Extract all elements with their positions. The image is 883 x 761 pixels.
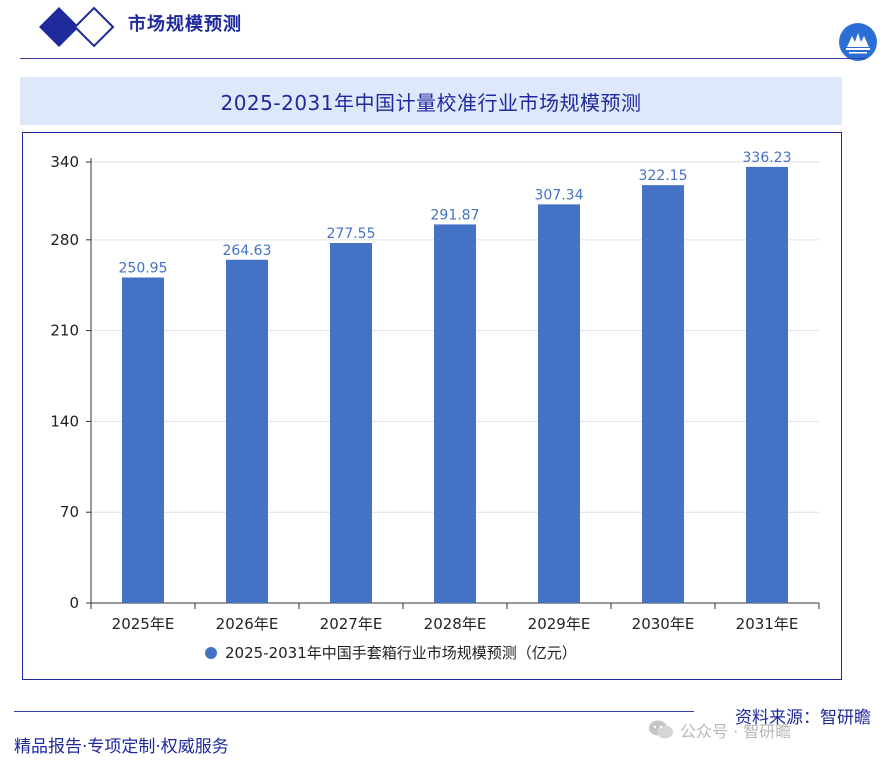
bar xyxy=(746,166,788,604)
x-tick-label: 2027年E xyxy=(320,615,383,633)
bar xyxy=(330,243,372,603)
bar-chart: 0 70 140 210 280 340 250.95 2025年E 264.63 2026年E 2… xyxy=(50,150,820,662)
x-tick-label: 2031年E xyxy=(736,615,799,633)
page-title: 市场规模预测 xyxy=(128,14,242,35)
footer-divider xyxy=(14,711,694,712)
chart-title: 2025-2031年中国计量校准行业市场规模预测 xyxy=(220,90,642,115)
x-tick-label: 2026年E xyxy=(216,615,279,633)
x-tick-label: 2028年E xyxy=(424,615,487,633)
chart-frame: 0 70 140 210 280 340 250.95 2025年E 264.63 2026年E 2… xyxy=(22,132,842,680)
y-tick-label: 210 xyxy=(50,322,79,340)
bar xyxy=(226,259,268,603)
legend-label: 2025-2031年中国手套箱行业市场规模预测（亿元） xyxy=(225,644,577,662)
chart-title-band: 2025-2031年中国计量校准行业市场规模预测 xyxy=(20,77,842,125)
logo-diamonds-icon xyxy=(39,6,115,48)
x-tick-label: 2029年E xyxy=(528,615,591,633)
data-label: 277.55 xyxy=(327,226,376,242)
x-tick-label: 2025年E xyxy=(112,615,175,633)
bar xyxy=(538,204,580,603)
y-tick-label: 340 xyxy=(50,153,79,171)
source-note: 资料来源：智研瞻 xyxy=(735,708,871,728)
bar xyxy=(434,224,476,604)
data-label: 250.95 xyxy=(119,261,168,277)
header-divider xyxy=(20,58,866,59)
data-label: 264.63 xyxy=(223,243,272,259)
data-label: 291.87 xyxy=(431,207,480,223)
y-tick-label: 280 xyxy=(50,231,79,249)
wechat-watermark-text: 公众号 · 智研瞻 xyxy=(680,722,792,741)
x-tick-label: 2030年E xyxy=(632,615,695,633)
wechat-icon xyxy=(649,720,673,739)
brand-logo-icon xyxy=(839,23,877,61)
y-tick-label: 0 xyxy=(69,594,79,612)
data-label: 336.23 xyxy=(743,150,792,166)
y-tick-label: 70 xyxy=(60,503,79,521)
legend-marker xyxy=(205,647,217,659)
wechat-watermark: 公众号 · 智研瞻 xyxy=(648,718,791,742)
data-label: 307.34 xyxy=(535,187,584,203)
y-tick-label: 140 xyxy=(50,412,79,430)
footer-slogan: 精品报告·专项定制·权威服务 xyxy=(14,737,229,757)
bar xyxy=(642,185,684,603)
data-label: 322.15 xyxy=(639,168,688,184)
bar xyxy=(122,277,164,603)
